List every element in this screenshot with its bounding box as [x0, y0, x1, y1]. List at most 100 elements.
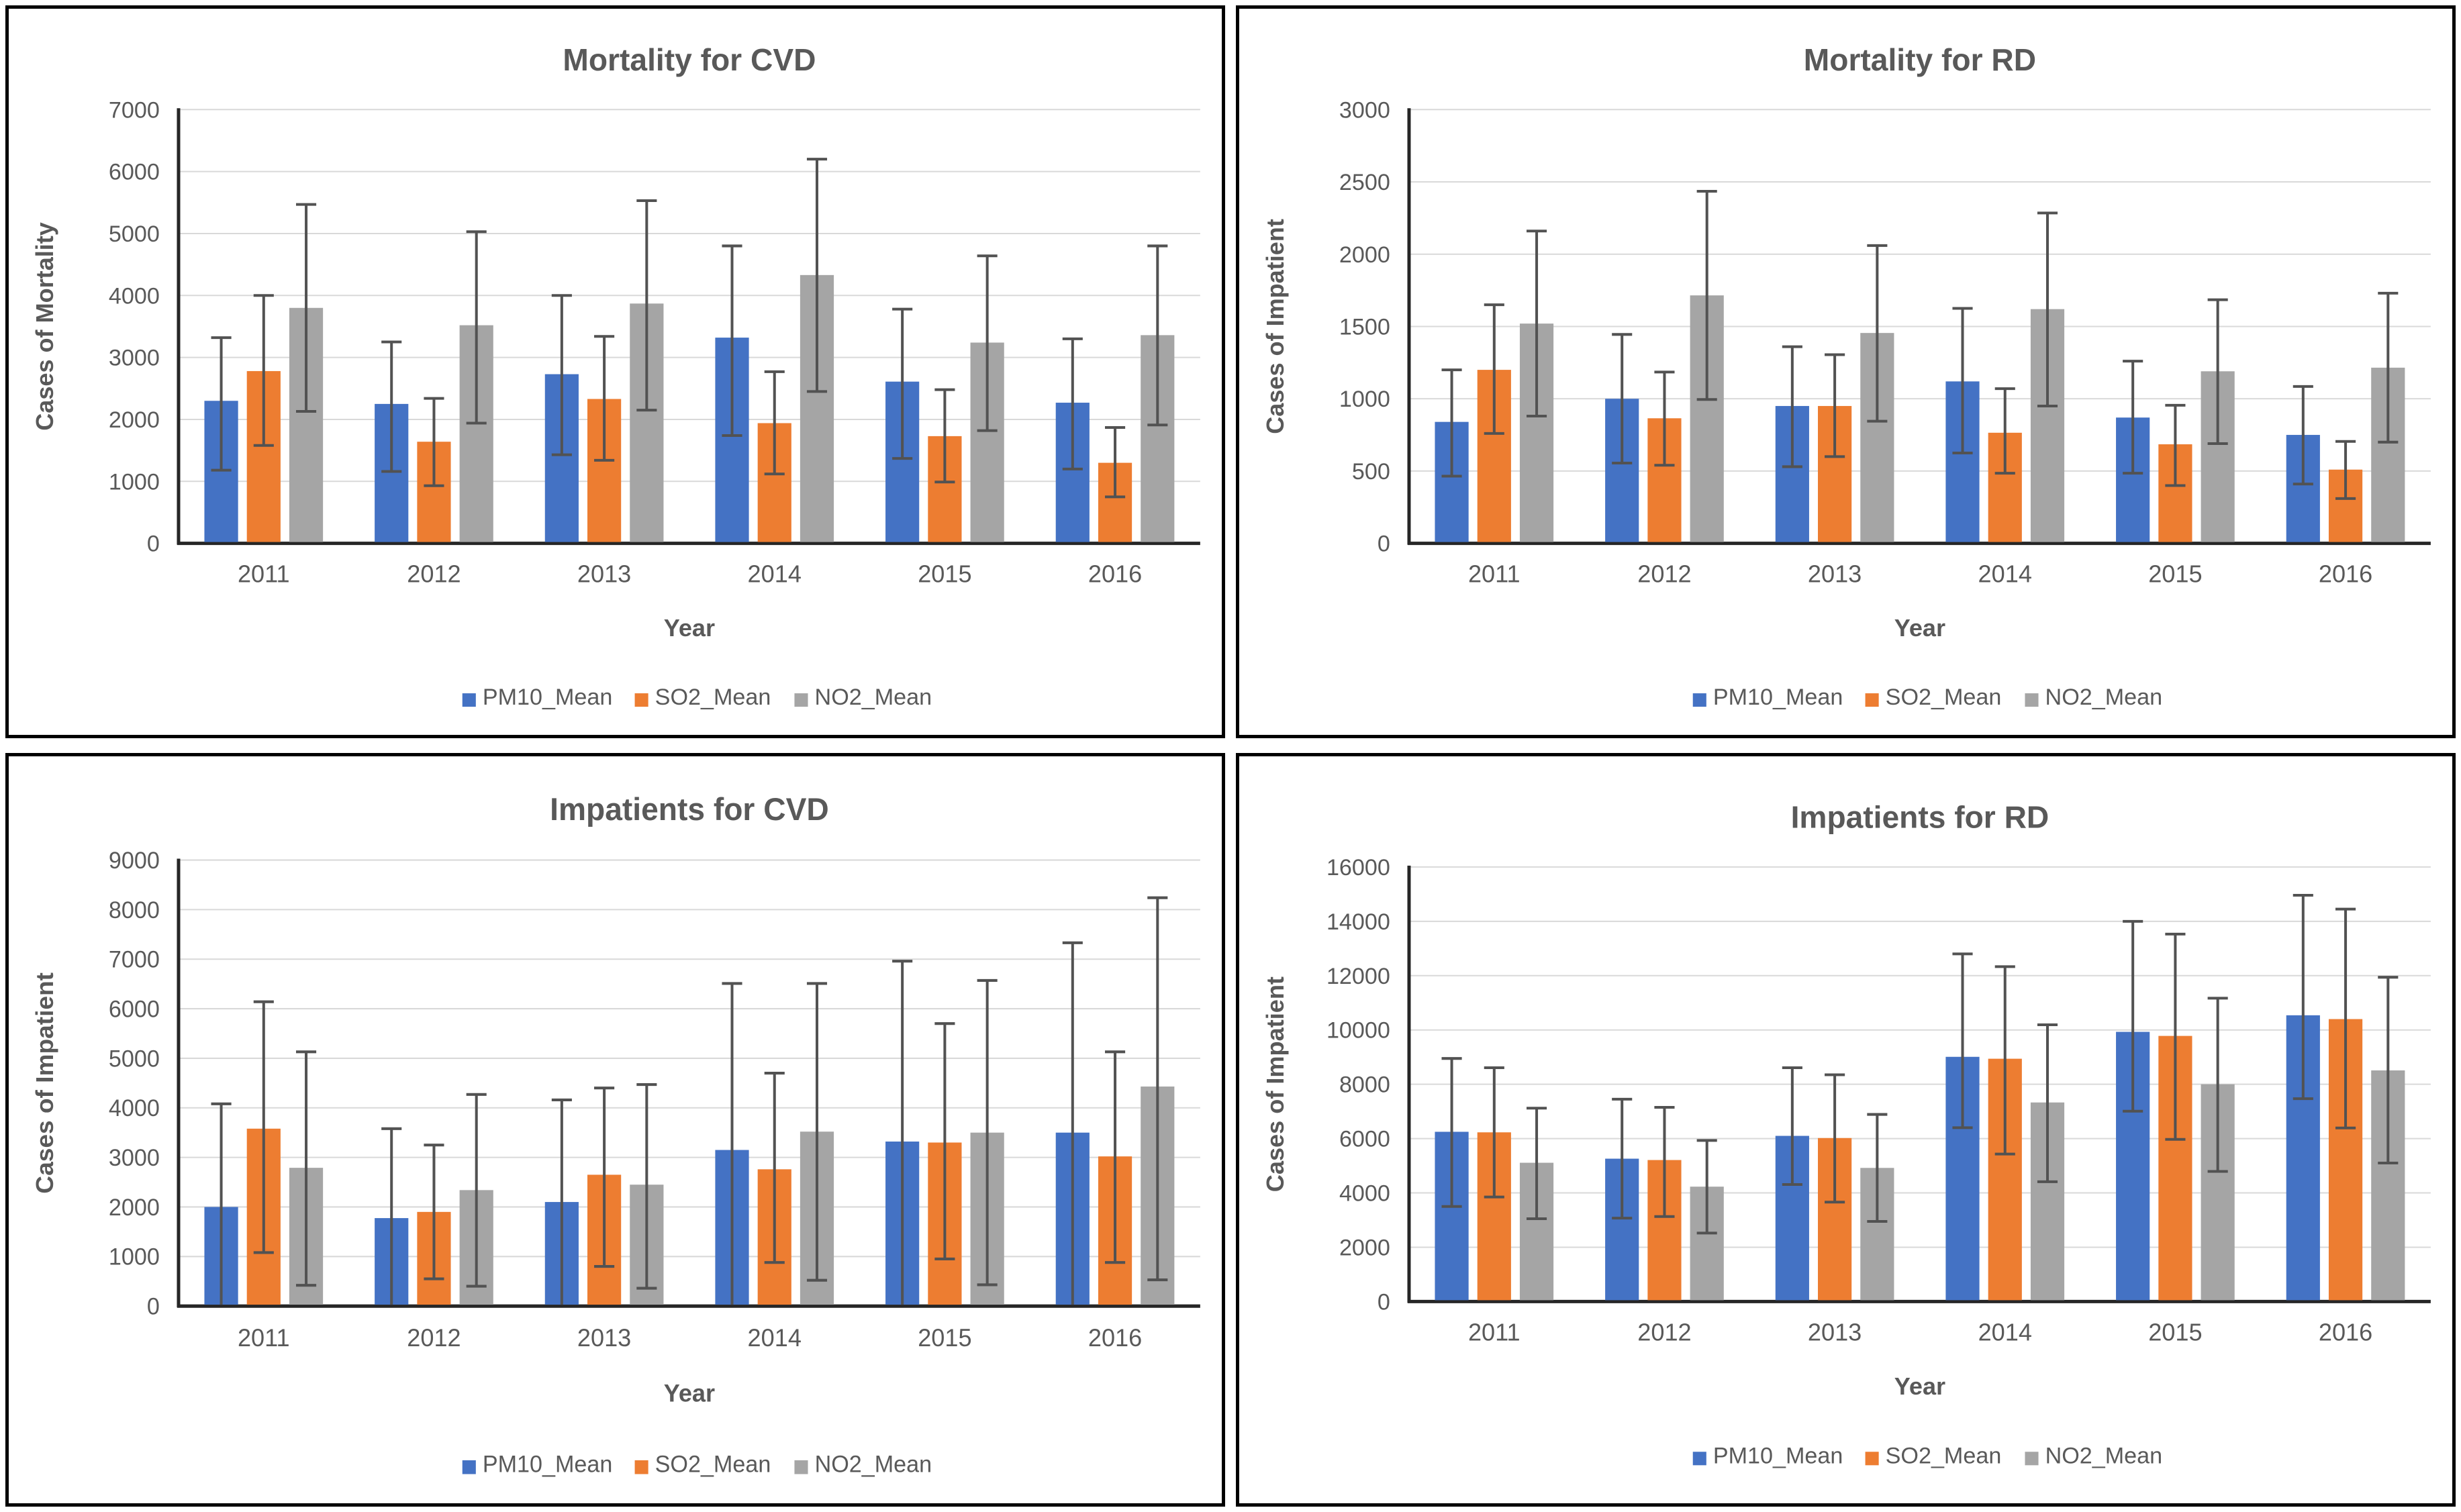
legend-item-NO2_Mean: NO2_Mean — [794, 1452, 932, 1478]
error-bar-SO2_Mean-2015 — [2165, 933, 2186, 1141]
error-bar-SO2_Mean-2011 — [253, 294, 274, 447]
error-bar-SO2_Mean-2014 — [1994, 387, 2015, 475]
error-bar-NO2_Mean-2013 — [636, 1083, 657, 1290]
legend-marker-icon — [1865, 1452, 1879, 1466]
y-axis-title: Cases of Impatient — [1261, 976, 1289, 1192]
y-tick-label: 0 — [1378, 1290, 1390, 1315]
error-bar-SO2_Mean-2016 — [1104, 1050, 1126, 1264]
error-bar-PM10_Mean-2016 — [2293, 894, 2313, 1101]
error-bar-NO2_Mean-2014 — [2037, 211, 2058, 407]
chart-mortality-rd: 0 500 1000 1500 2000 2500 3000 2011 2012 2013 2014… — [1261, 42, 2431, 710]
x-tick-label: 2013 — [1808, 560, 1862, 588]
legend-label: NO2_Mean — [815, 685, 932, 710]
legend-marker-icon — [1692, 1452, 1706, 1466]
error-bar-PM10_Mean-2016 — [2293, 385, 2313, 486]
legend-marker-icon — [1865, 693, 1879, 707]
error-bar-NO2_Mean-2011 — [1526, 1107, 1547, 1221]
legend-label: SO2_Mean — [1886, 685, 2002, 710]
x-axis-title: Year — [664, 614, 715, 642]
legend-label: PM10_Mean — [483, 1452, 612, 1477]
y-tick-label: 4000 — [1339, 1181, 1390, 1207]
error-bar-SO2_Mean-2012 — [1654, 1106, 1675, 1218]
y-axis-title: Cases of Impatient — [32, 972, 58, 1194]
error-bar-SO2_Mean-2016 — [1104, 425, 1126, 499]
error-bar-PM10_Mean-2015 — [892, 960, 913, 1305]
legend-item-SO2_Mean: SO2_Mean — [634, 1452, 771, 1478]
x-tick-label: 2012 — [1637, 1319, 1691, 1346]
legend-marker-icon — [1692, 693, 1706, 707]
legend-item-SO2_Mean: SO2_Mean — [1865, 1444, 2001, 1469]
error-bar-NO2_Mean-2013 — [1867, 1113, 1888, 1223]
error-bar-SO2_Mean-2013 — [594, 335, 615, 462]
y-axis-title: Cases of Impatient — [1261, 219, 1289, 434]
error-bar-NO2_Mean-2011 — [295, 203, 317, 413]
error-bar-PM10_Mean-2016 — [1062, 942, 1083, 1305]
error-bar-SO2_Mean-2012 — [1654, 370, 1675, 467]
error-bar-NO2_Mean-2016 — [2378, 291, 2399, 444]
legend-item-NO2_Mean: NO2_Mean — [794, 685, 932, 710]
legend-item-NO2_Mean: NO2_Mean — [2025, 685, 2162, 710]
x-tick-label: 2014 — [748, 1324, 802, 1352]
error-bar-NO2_Mean-2012 — [1696, 1139, 1717, 1235]
x-tick-label: 2014 — [748, 560, 802, 588]
error-bar-PM10_Mean-2012 — [381, 1127, 402, 1305]
y-axis-title: Cases of Mortality — [31, 222, 58, 431]
error-bar-PM10_Mean-2014 — [722, 982, 742, 1305]
y-tick-label: 4000 — [109, 1096, 160, 1121]
x-tick-label: 2011 — [1468, 1319, 1521, 1346]
error-bar-PM10_Mean-2013 — [551, 294, 572, 456]
legend-label: NO2_Mean — [815, 1452, 932, 1477]
error-bar-NO2_Mean-2015 — [2207, 997, 2228, 1173]
y-tick-label: 6000 — [1339, 1127, 1390, 1152]
error-bar-SO2_Mean-2011 — [253, 1000, 274, 1254]
error-bar-PM10_Mean-2013 — [1782, 1066, 1802, 1187]
x-tick-label: 2012 — [407, 1324, 461, 1352]
y-tick-label: 0 — [147, 1294, 160, 1319]
y-tick-label: 8000 — [1339, 1072, 1390, 1098]
error-bar-SO2_Mean-2016 — [2335, 440, 2356, 500]
chart-impatients-cvd: 0 1000 2000 3000 4000 5000 6000 7000 8000 9000 201… — [32, 791, 1200, 1478]
x-tick-label: 2016 — [1088, 560, 1142, 588]
error-bar-NO2_Mean-2014 — [806, 158, 828, 393]
legend-marker-icon — [2025, 1452, 2039, 1466]
error-bar-PM10_Mean-2012 — [381, 340, 402, 473]
error-bar-SO2_Mean-2014 — [764, 1072, 785, 1264]
legend-item-PM10_Mean: PM10_Mean — [462, 685, 612, 710]
panel-mortality-rd: 0 500 1000 1500 2000 2500 3000 2011 2012 2013 2014… — [1236, 5, 2456, 739]
error-bar-NO2_Mean-2016 — [1147, 896, 1168, 1282]
legend-item-NO2_Mean: NO2_Mean — [2025, 1444, 2162, 1469]
legend-marker-icon — [794, 693, 808, 707]
legend-marker-icon — [2025, 693, 2039, 707]
y-tick-label: 8000 — [109, 898, 160, 923]
x-tick-label: 2011 — [1468, 560, 1521, 588]
y-tick-label: 2000 — [109, 407, 160, 433]
error-bar-PM10_Mean-2015 — [2123, 920, 2143, 1113]
error-bar-NO2_Mean-2013 — [1867, 244, 1888, 423]
x-tick-label: 2013 — [577, 560, 631, 588]
legend-marker-icon — [462, 693, 476, 707]
error-bar-SO2_Mean-2016 — [2335, 907, 2356, 1130]
legend-item-PM10_Mean: PM10_Mean — [462, 1452, 612, 1478]
error-bar-SO2_Mean-2015 — [2165, 403, 2186, 487]
error-bar-PM10_Mean-2015 — [2123, 360, 2143, 475]
legend-marker-icon — [634, 1460, 648, 1474]
x-tick-label: 2015 — [918, 560, 971, 588]
y-tick-label: 1000 — [109, 469, 160, 495]
y-tick-label: 3000 — [1339, 97, 1390, 123]
y-tick-label: 2000 — [1339, 1236, 1390, 1261]
y-tick-label: 0 — [147, 532, 160, 557]
error-bar-NO2_Mean-2016 — [2378, 976, 2399, 1165]
y-tick-label: 3000 — [109, 346, 160, 371]
y-tick-label: 0 — [1378, 532, 1390, 557]
x-tick-label: 2014 — [1978, 560, 2032, 588]
error-bar-PM10_Mean-2014 — [722, 244, 742, 437]
error-bar-SO2_Mean-2013 — [1825, 353, 1845, 458]
legend-marker-icon — [794, 1460, 808, 1474]
error-bar-PM10_Mean-2015 — [892, 307, 913, 460]
error-bar-PM10_Mean-2013 — [551, 1099, 572, 1305]
error-bar-NO2_Mean-2014 — [2037, 1023, 2058, 1184]
x-tick-label: 2012 — [1637, 560, 1691, 588]
error-bar-PM10_Mean-2012 — [1612, 1098, 1633, 1220]
error-bar-PM10_Mean-2011 — [211, 336, 232, 472]
legend-item-SO2_Mean: SO2_Mean — [1865, 685, 2002, 710]
